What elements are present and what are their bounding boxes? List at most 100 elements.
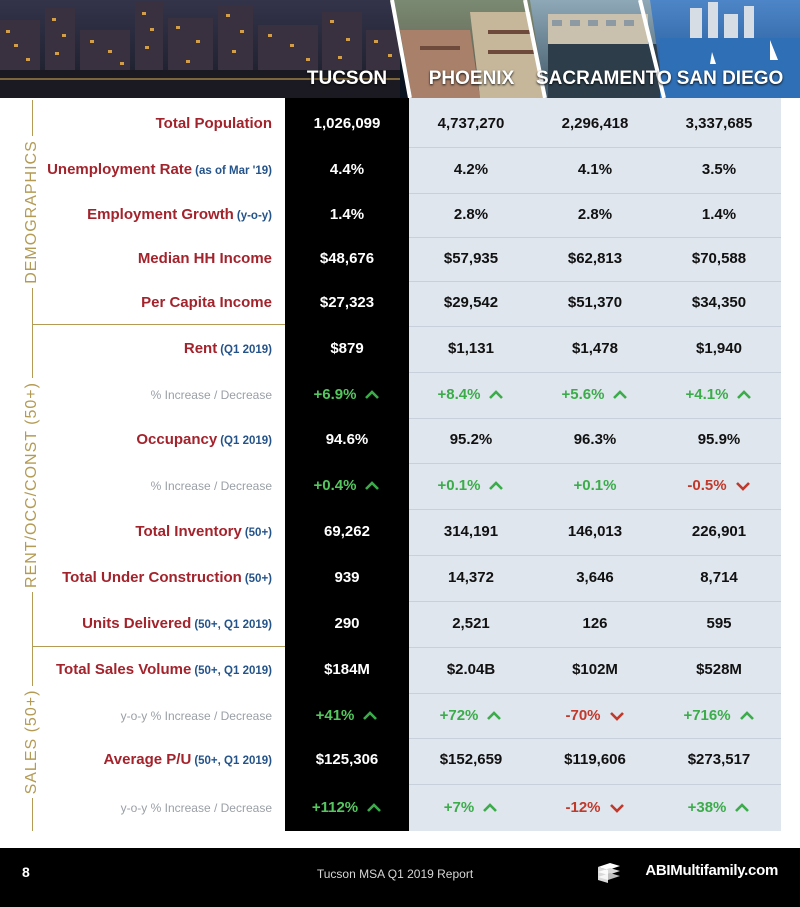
table-cell: 3.5% xyxy=(657,161,781,178)
row-label: Median HH Income xyxy=(138,250,272,268)
cell-value: -0.5% xyxy=(687,477,727,494)
cell-value: $2.04B xyxy=(446,661,496,678)
table-cell: 4.4% xyxy=(285,161,409,178)
row-label-text: Unemployment Rate xyxy=(47,161,193,178)
row-divider xyxy=(409,147,781,148)
row-label-text: % Increase / Decrease xyxy=(150,479,272,493)
cell-value: 4.2% xyxy=(453,161,489,178)
cell-value: 3.5% xyxy=(701,161,737,178)
table-row: % Increase / Decrease +0.4% +0.1% +0.1% -0.5… xyxy=(0,477,800,497)
row-label: y-o-y % Increase / Decrease xyxy=(121,799,272,817)
cell-value: 2.8% xyxy=(577,206,613,223)
table-row: Per Capita Income $27,323 $29,542 $51,370 $3… xyxy=(0,294,800,314)
chevron-down-icon xyxy=(735,482,750,491)
chevron-up-icon xyxy=(483,803,498,812)
table-cell: $1,940 xyxy=(657,340,781,357)
row-label-qualifier: (Q1 2019) xyxy=(220,344,272,356)
table-cell: +7% xyxy=(409,799,533,816)
row-label-text: Units Delivered xyxy=(82,615,192,632)
table-cell: 3,337,685 xyxy=(657,115,781,132)
chevron-down-icon xyxy=(609,712,624,721)
table-row: Average P/U (50+, Q1 2019) $125,306 $152,65… xyxy=(0,751,800,771)
cell-value: 1.4% xyxy=(329,206,365,223)
table-row: y-o-y % Increase / Decrease +112% +7% -12% +… xyxy=(0,799,800,819)
row-label-text: Average P/U xyxy=(103,751,192,768)
cell-value: 69,262 xyxy=(324,523,370,540)
row-label-qualifier: (50+) xyxy=(244,527,272,539)
cell-value: -12% xyxy=(565,799,601,816)
table-cell: $29,542 xyxy=(409,294,533,311)
table-cell: $62,813 xyxy=(533,250,657,267)
table-cell: 2,296,418 xyxy=(533,115,657,132)
cell-value: $57,935 xyxy=(443,250,499,267)
chevron-up-icon xyxy=(489,390,504,399)
row-label: % Increase / Decrease xyxy=(151,477,272,495)
table-cell: $119,606 xyxy=(533,751,657,768)
row-label: Total Under Construction (50+) xyxy=(62,569,272,587)
cell-value: $1,940 xyxy=(696,340,742,357)
cell-value: 126 xyxy=(582,615,608,632)
row-divider xyxy=(409,647,781,648)
table-cell: $102M xyxy=(533,661,657,678)
table-row: Unemployment Rate (as of Mar '19) 4.4% 4.2%… xyxy=(0,161,800,181)
table-cell: 14,372 xyxy=(409,569,533,586)
cell-value: 96.3% xyxy=(573,431,617,448)
cell-value: 94.6% xyxy=(325,431,369,448)
cell-value: 3,337,685 xyxy=(685,115,753,132)
cell-value: -70% xyxy=(565,707,601,724)
table-cell: 595 xyxy=(657,615,781,632)
table-cell: -12% xyxy=(533,799,657,816)
row-label-text: Occupancy xyxy=(136,431,218,448)
comparison-columns-background xyxy=(409,98,781,831)
row-divider xyxy=(409,326,781,327)
row-divider xyxy=(409,463,781,464)
row-label-text: y-o-y % Increase / Decrease xyxy=(120,709,272,723)
page-number: 8 xyxy=(22,864,30,880)
cell-value: 939 xyxy=(334,569,360,586)
chevron-up-icon xyxy=(489,481,504,490)
row-label-qualifier: (as of Mar '19) xyxy=(195,165,272,177)
cell-value: $62,813 xyxy=(567,250,623,267)
table-cell: +4.1% xyxy=(657,386,781,403)
table-cell: $34,350 xyxy=(657,294,781,311)
row-label: Rent (Q1 2019) xyxy=(184,340,272,358)
table-row: Total Population 1,026,099 4,737,270 2,296,… xyxy=(0,115,800,135)
cell-value: +8.4% xyxy=(437,386,481,403)
row-label-text: Total Inventory xyxy=(135,523,242,540)
cell-value: 4.1% xyxy=(577,161,613,178)
row-label: Unemployment Rate (as of Mar '19) xyxy=(47,161,272,179)
table-cell: 69,262 xyxy=(285,523,409,540)
table-cell: $48,676 xyxy=(285,250,409,267)
cell-value: $27,323 xyxy=(319,294,375,311)
row-label-text: Employment Growth xyxy=(87,206,234,223)
table-cell: 4.2% xyxy=(409,161,533,178)
row-label-text: Total Population xyxy=(155,115,272,132)
table-cell: +716% xyxy=(657,707,781,724)
chevron-up-icon xyxy=(739,711,754,720)
table-row: Total Inventory (50+) 69,262 314,191 146,013… xyxy=(0,523,800,543)
cell-value: +716% xyxy=(683,707,731,724)
chevron-down-icon xyxy=(609,804,624,813)
row-divider xyxy=(409,784,781,785)
table-row: Units Delivered (50+, Q1 2019) 290 2,521 126… xyxy=(0,615,800,635)
table-cell: +72% xyxy=(409,707,533,724)
table-cell: $273,517 xyxy=(657,751,781,768)
table-cell: +0.4% xyxy=(285,477,409,494)
cell-value: $51,370 xyxy=(567,294,623,311)
cell-value: $184M xyxy=(324,661,370,678)
row-label: Total Inventory (50+) xyxy=(135,523,272,541)
cell-value: $152,659 xyxy=(439,751,503,768)
row-label-qualifier: (50+, Q1 2019) xyxy=(194,755,272,767)
cell-value: $29,542 xyxy=(443,294,499,311)
cell-value: 8,714 xyxy=(700,569,738,586)
cell-value: 1.4% xyxy=(701,206,737,223)
cell-value: 146,013 xyxy=(567,523,623,540)
cell-value: +0.1% xyxy=(573,477,617,494)
table-cell: $57,935 xyxy=(409,250,533,267)
row-label-text: Per Capita Income xyxy=(141,294,272,311)
table-row: Occupancy (Q1 2019) 94.6% 95.2% 96.3% 95.9% xyxy=(0,431,800,451)
cell-value: 290 xyxy=(334,615,360,632)
row-label-qualifier: (50+, Q1 2019) xyxy=(194,619,272,631)
row-label: Occupancy (Q1 2019) xyxy=(136,431,272,449)
table-cell: $879 xyxy=(285,340,409,357)
